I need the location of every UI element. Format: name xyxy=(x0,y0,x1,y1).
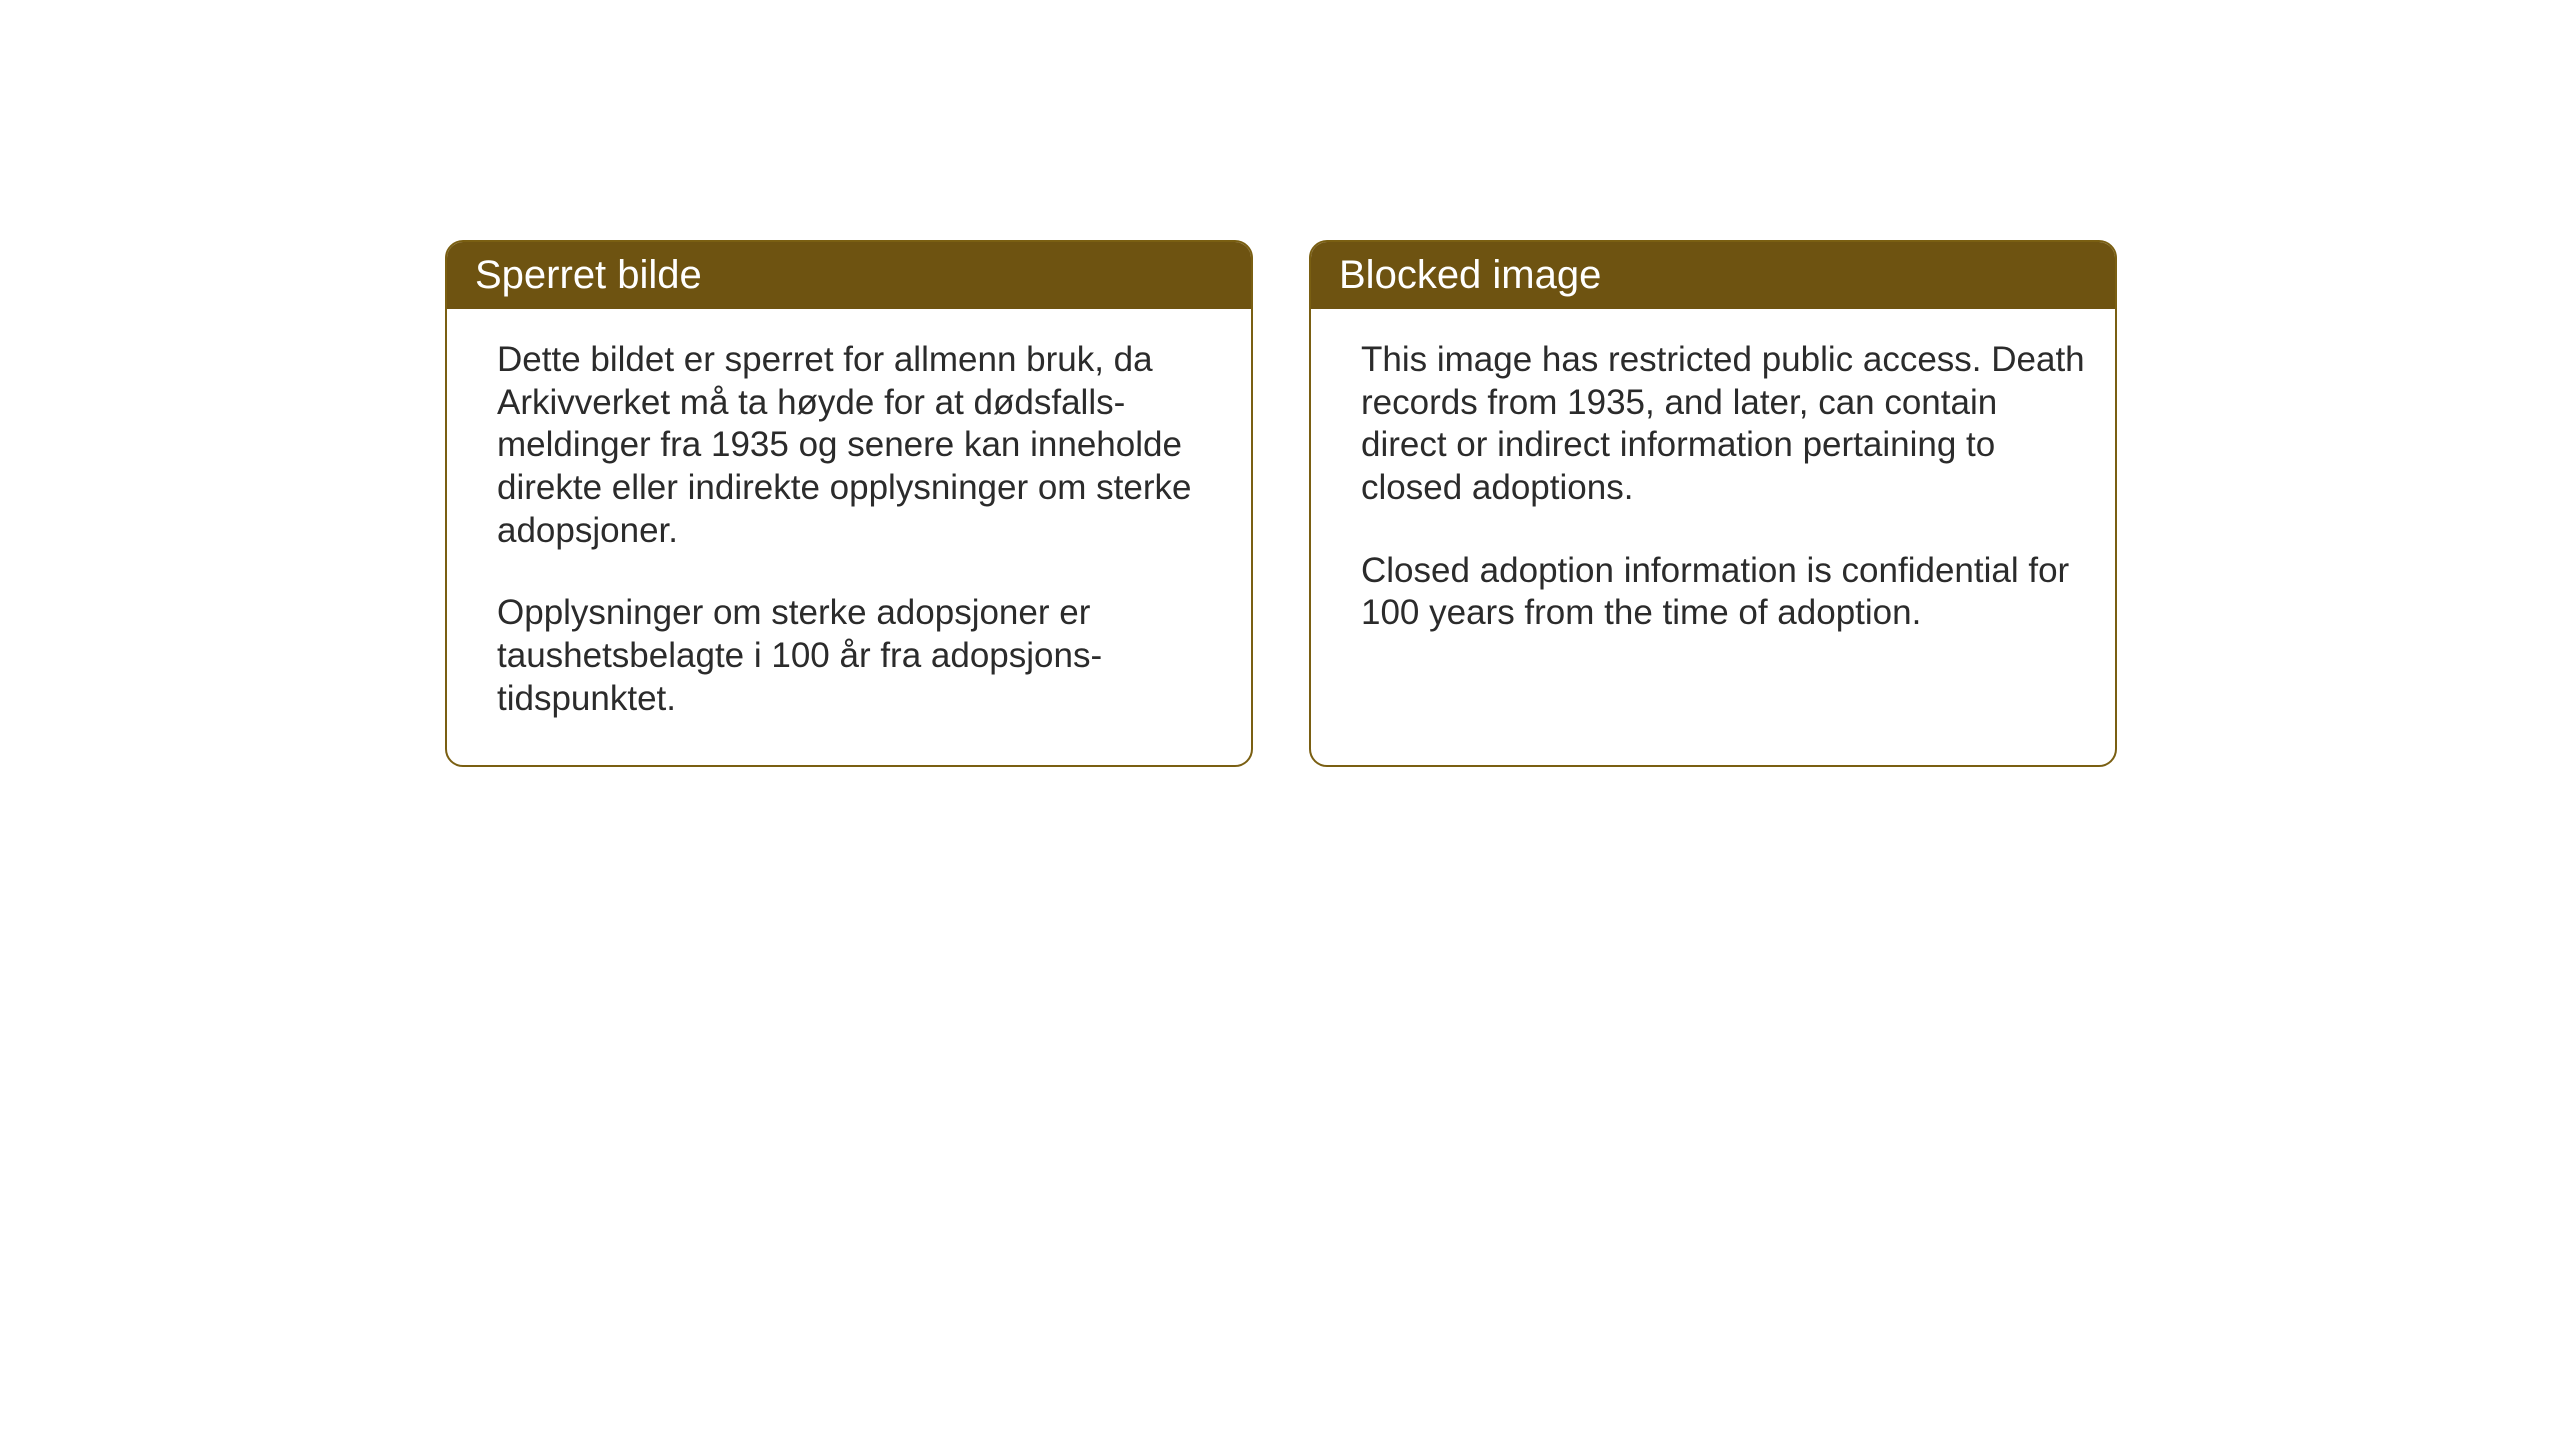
notice-header-english: Blocked image xyxy=(1311,242,2115,309)
notice-box-english: Blocked image This image has restricted … xyxy=(1309,240,2117,767)
notice-paragraph-2-english: Closed adoption information is confident… xyxy=(1361,550,2087,635)
notice-box-norwegian: Sperret bilde Dette bildet er sperret fo… xyxy=(445,240,1253,767)
notice-container: Sperret bilde Dette bildet er sperret fo… xyxy=(445,240,2117,767)
notice-paragraph-1-norwegian: Dette bildet er sperret for allmenn bruk… xyxy=(497,339,1223,552)
notice-paragraph-1-english: This image has restricted public access.… xyxy=(1361,339,2087,510)
notice-body-english: This image has restricted public access.… xyxy=(1311,309,2115,679)
notice-title-norwegian: Sperret bilde xyxy=(475,253,702,297)
notice-header-norwegian: Sperret bilde xyxy=(447,242,1251,309)
notice-body-norwegian: Dette bildet er sperret for allmenn bruk… xyxy=(447,309,1251,765)
notice-paragraph-2-norwegian: Opplysninger om sterke adopsjoner er tau… xyxy=(497,592,1223,720)
notice-title-english: Blocked image xyxy=(1339,253,1601,297)
